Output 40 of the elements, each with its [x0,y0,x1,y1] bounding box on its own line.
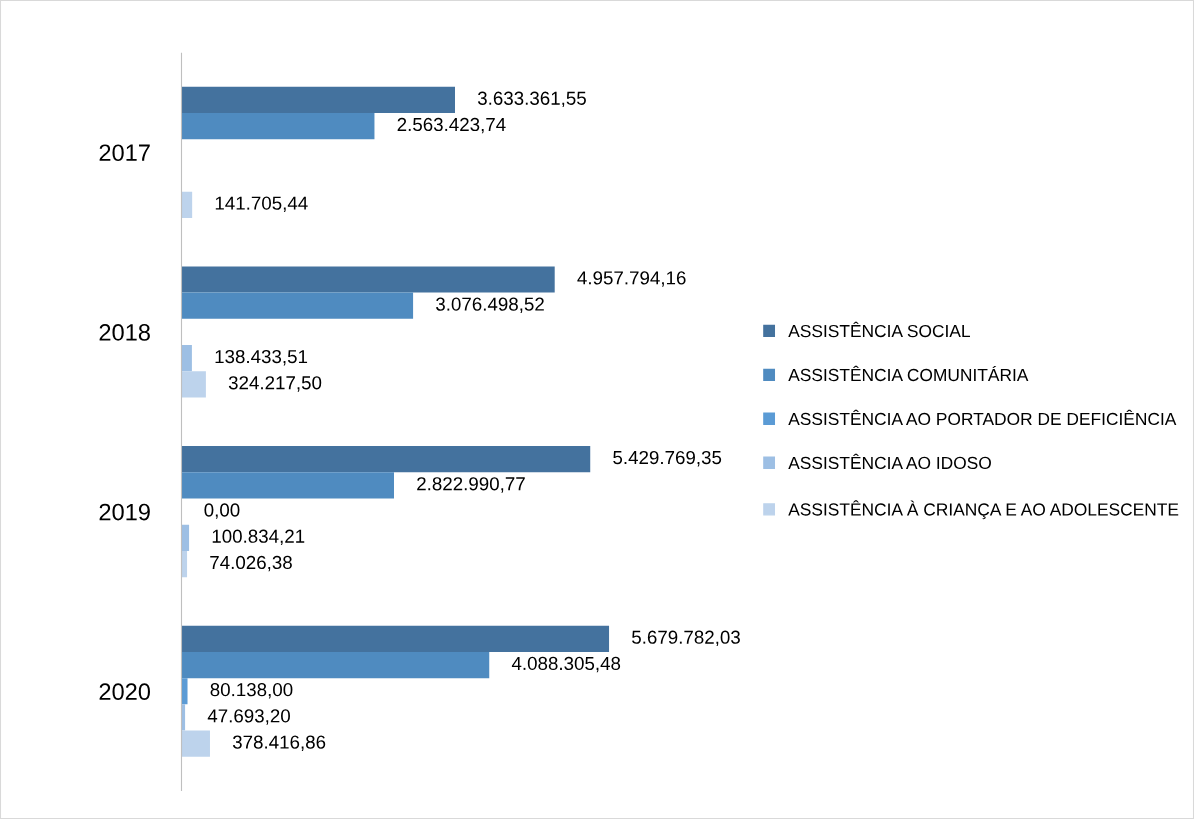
data-label: 3.076.498,52 [436,297,544,313]
legend-label: ASSISTÊNCIA SOCIAL [788,321,970,338]
legend-label: ASSISTÊNCIA COMUNITÁRIA [788,365,1029,382]
bar [181,524,190,551]
y-tick-label: 2020 [99,683,151,701]
y-tick-label: 2019 [99,503,150,521]
bar [181,730,210,757]
y-tick-label: 2018 [99,324,150,341]
data-label: 378.416,86 [232,735,326,751]
bar [181,651,490,679]
bar [181,86,455,113]
data-label: 4.957.794,16 [577,271,686,287]
data-label: 4.088.305,48 [511,656,621,673]
data-label: 0,00 [204,503,240,519]
data-label: 2.563.423,74 [397,117,506,134]
y-tick-label: 2017 [99,144,150,162]
legend-label: ASSISTÊNCIA AO PORTADOR DE DEFICIÊNCIA [788,409,1177,426]
bar [181,625,610,652]
data-label: 80.138,00 [210,683,293,699]
legend-label: ASSISTÊNCIA AO IDOSO [788,453,991,470]
data-label: 141.705,44 [215,196,308,213]
bar [181,292,414,319]
data-label: 5.429.769,35 [613,450,722,467]
data-label: 74.026,38 [210,555,292,572]
data-label: 47.693,20 [207,709,290,725]
data-label: 3.633.361,55 [477,91,586,108]
bar [181,678,188,705]
data-label: 5.679.782,03 [632,630,740,647]
bar [181,191,193,218]
bar [181,345,192,372]
bar [181,266,555,293]
bar [181,371,206,398]
bar [181,112,375,140]
data-label: 324.217,50 [228,376,322,392]
legend-label: ASSISTÊNCIA À CRIANÇA E AO ADOLESCENTE [788,500,1179,520]
data-label: 138.433,51 [215,349,308,366]
bar [181,472,394,499]
bar [181,446,591,473]
data-label: 2.822.990,77 [417,477,525,493]
data-label: 100.834,21 [212,529,305,546]
